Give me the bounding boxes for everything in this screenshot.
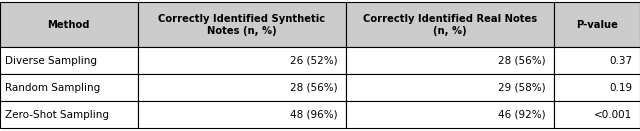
Bar [0, 2, 138, 47]
Text: Correctly Identified Real Notes
(n, %): Correctly Identified Real Notes (n, %) [362, 14, 537, 36]
Bar [0, 47, 138, 74]
Bar [346, 2, 554, 47]
Text: 29 (58%): 29 (58%) [499, 83, 546, 93]
Text: Correctly Identified Synthetic
Notes (n, %): Correctly Identified Synthetic Notes (n,… [158, 14, 325, 36]
Bar [554, 74, 640, 101]
Text: P-value: P-value [576, 20, 618, 30]
Bar [554, 101, 640, 128]
Bar [346, 101, 554, 128]
Text: 26 (52%): 26 (52%) [291, 56, 338, 66]
Bar [554, 47, 640, 74]
Text: Zero-Shot Sampling: Zero-Shot Sampling [5, 110, 109, 120]
Bar [138, 2, 346, 47]
Bar [346, 47, 554, 74]
Bar [138, 101, 346, 128]
Text: Random Sampling: Random Sampling [5, 83, 100, 93]
Bar [554, 2, 640, 47]
Text: 46 (92%): 46 (92%) [499, 110, 546, 120]
Bar [138, 47, 346, 74]
Bar [346, 74, 554, 101]
Bar [0, 101, 138, 128]
Bar [0, 74, 138, 101]
Text: 0.37: 0.37 [609, 56, 632, 66]
Text: Diverse Sampling: Diverse Sampling [5, 56, 97, 66]
Text: 48 (96%): 48 (96%) [291, 110, 338, 120]
Text: Method: Method [47, 20, 90, 30]
Text: <0.001: <0.001 [594, 110, 632, 120]
Text: 28 (56%): 28 (56%) [291, 83, 338, 93]
Text: 0.19: 0.19 [609, 83, 632, 93]
Text: 28 (56%): 28 (56%) [499, 56, 546, 66]
Bar [138, 74, 346, 101]
